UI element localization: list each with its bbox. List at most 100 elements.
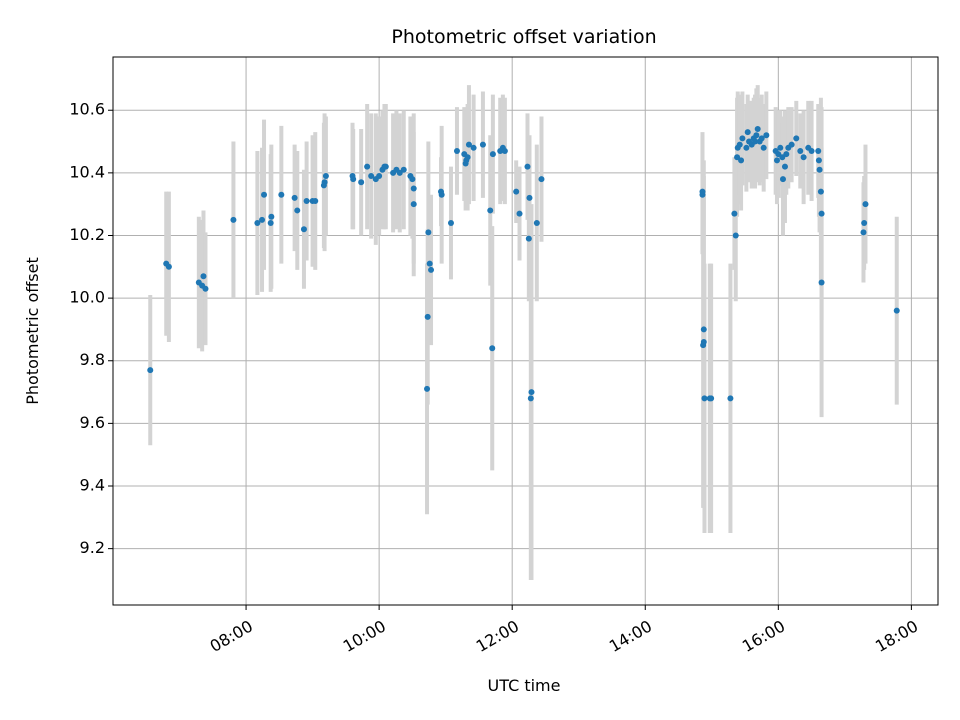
- data-point: [743, 144, 750, 151]
- data-point: [533, 219, 540, 226]
- chart-title: Photometric offset variation: [391, 26, 656, 48]
- data-point: [230, 216, 237, 223]
- data-point: [259, 216, 266, 223]
- data-point: [754, 126, 761, 133]
- data-point: [487, 207, 494, 214]
- data-point: [268, 213, 275, 220]
- data-point: [261, 191, 268, 198]
- data-point: [267, 219, 274, 226]
- data-point: [376, 172, 383, 179]
- data-point: [763, 132, 770, 139]
- data-point: [428, 266, 435, 273]
- data-point: [489, 345, 496, 352]
- data-point: [294, 207, 301, 214]
- data-point: [699, 188, 706, 195]
- data-point: [291, 194, 298, 201]
- y-tick-label: 9.8: [80, 350, 105, 369]
- y-tick-label: 9.6: [80, 413, 105, 432]
- y-tick-label: 10.0: [69, 288, 105, 307]
- y-axis-label: Photometric offset: [23, 257, 42, 405]
- data-points: [147, 126, 900, 402]
- data-point: [202, 285, 209, 292]
- data-point: [777, 144, 784, 151]
- data-point: [528, 389, 535, 396]
- plot-frame: [112, 56, 939, 606]
- data-point: [701, 395, 708, 402]
- data-point: [752, 138, 759, 145]
- data-point: [312, 198, 319, 205]
- data-point: [744, 129, 751, 136]
- data-point: [424, 385, 431, 392]
- data-point: [815, 147, 822, 154]
- data-point: [438, 191, 445, 198]
- x-axis-label: UTC time: [488, 676, 561, 695]
- data-point: [736, 141, 743, 148]
- data-point: [322, 172, 329, 179]
- data-point: [165, 263, 172, 270]
- data-point: [800, 154, 807, 161]
- data-point: [470, 144, 477, 151]
- data-point: [464, 154, 471, 161]
- data-point: [409, 176, 416, 183]
- data-point: [727, 395, 734, 402]
- data-point: [300, 226, 307, 233]
- data-point: [321, 179, 328, 186]
- data-point: [501, 147, 508, 154]
- data-point: [862, 201, 869, 208]
- data-point: [817, 188, 824, 195]
- data-point: [779, 176, 786, 183]
- data-point: [773, 157, 780, 164]
- data-point: [424, 313, 431, 320]
- y-tick-label: 10.6: [69, 100, 105, 119]
- data-point: [489, 151, 496, 158]
- data-point: [808, 147, 815, 154]
- data-point: [700, 338, 707, 345]
- data-point: [358, 179, 365, 186]
- data-point: [758, 135, 765, 142]
- data-point: [793, 135, 800, 142]
- data-point: [382, 163, 389, 170]
- y-tick-label: 9.4: [80, 476, 105, 495]
- data-point: [525, 235, 532, 242]
- y-tick-label: 10.2: [69, 225, 105, 244]
- data-point: [465, 141, 472, 148]
- data-point: [739, 135, 746, 142]
- y-tick-label: 10.4: [69, 162, 105, 181]
- data-point: [350, 176, 357, 183]
- data-point: [753, 132, 760, 139]
- data-point: [738, 157, 745, 164]
- data-point: [860, 229, 867, 236]
- data-point: [700, 326, 707, 333]
- data-point: [818, 279, 825, 286]
- y-tick-label: 9.2: [80, 538, 105, 557]
- data-point: [447, 219, 454, 226]
- data-point: [783, 151, 790, 158]
- data-point: [708, 395, 715, 402]
- data-point: [513, 188, 520, 195]
- data-point: [731, 210, 738, 217]
- data-point: [400, 166, 407, 173]
- data-point: [781, 163, 788, 170]
- data-point: [410, 201, 417, 208]
- data-point: [200, 273, 207, 280]
- data-point: [524, 163, 531, 170]
- data-point: [254, 219, 261, 226]
- data-point: [815, 157, 822, 164]
- data-point: [368, 172, 375, 179]
- data-point: [818, 210, 825, 217]
- data-point: [797, 147, 804, 154]
- data-point: [410, 185, 417, 192]
- data-point: [479, 141, 486, 148]
- data-point: [816, 166, 823, 173]
- data-point: [425, 229, 432, 236]
- data-point: [364, 163, 371, 170]
- data-point: [516, 210, 523, 217]
- data-point: [426, 260, 433, 267]
- data-point: [278, 191, 285, 198]
- data-point: [147, 367, 154, 374]
- data-point: [538, 176, 545, 183]
- data-point: [303, 198, 310, 205]
- data-point: [453, 147, 460, 154]
